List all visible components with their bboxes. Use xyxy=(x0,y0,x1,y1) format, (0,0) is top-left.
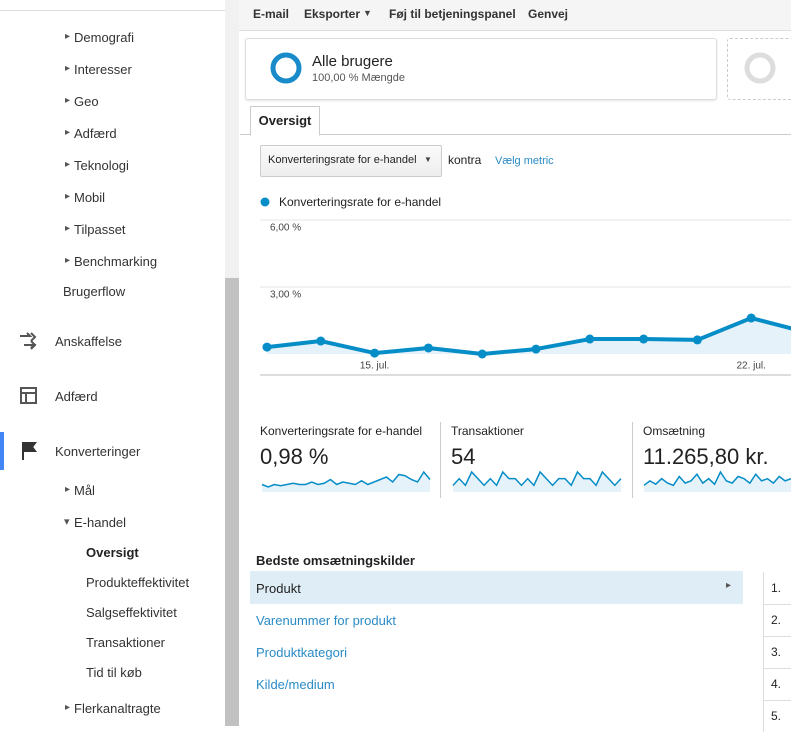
nav-item[interactable]: Tilpasset xyxy=(65,222,125,237)
nav-item[interactable]: Geo xyxy=(65,94,98,109)
sparkline-area xyxy=(453,472,621,492)
rank-rule xyxy=(763,604,791,605)
rank: 4. xyxy=(771,677,782,691)
sparkline xyxy=(261,470,431,488)
nav-item[interactable]: Interesser xyxy=(65,62,132,77)
nav-item[interactable]: Produkteffektivitet xyxy=(86,575,190,590)
toolbar-button[interactable]: E-mail xyxy=(253,7,290,21)
nav-item[interactable]: Transaktioner xyxy=(86,635,165,650)
x-tick-label: 15. jul. xyxy=(360,361,389,372)
choose-metric-link[interactable]: Vælg metric xyxy=(495,155,554,167)
rank-rule xyxy=(763,700,791,701)
segment-share: 100,00 % Mængde xyxy=(312,72,405,84)
conversions-icon xyxy=(22,442,37,460)
area xyxy=(267,318,791,354)
scorecard-label: Transaktioner xyxy=(451,424,524,438)
rank: 3. xyxy=(771,645,782,659)
row-arrow: ▸ xyxy=(726,580,732,591)
nav-item[interactable]: Brugerflow xyxy=(63,284,126,299)
sources-title: Bedste omsætningskilder xyxy=(256,553,415,568)
nav-item-active[interactable]: Oversigt xyxy=(86,545,139,560)
point xyxy=(639,334,649,344)
rank: 2. xyxy=(771,613,782,627)
source-item-selected[interactable]: Produkt xyxy=(256,581,301,596)
rank-column xyxy=(763,572,791,732)
source-link[interactable]: Produktkategori xyxy=(256,645,348,660)
toolbar-button[interactable]: Genvej xyxy=(528,7,569,21)
rank-rule xyxy=(763,636,791,637)
point xyxy=(477,349,487,359)
nav-section[interactable]: Adfærd xyxy=(55,389,98,404)
x-tick-label: 22. jul. xyxy=(736,361,765,372)
sparkline xyxy=(452,470,622,487)
point xyxy=(585,334,595,344)
point xyxy=(316,336,326,346)
scorecard-label: Omsætning xyxy=(643,424,706,438)
add-segment-donut xyxy=(744,52,776,84)
point xyxy=(370,348,380,358)
source-link[interactable]: Kilde/medium xyxy=(256,677,335,692)
sparkline-area xyxy=(262,472,430,492)
scorecard-value: 0,98 % xyxy=(260,444,329,469)
add-segment-card[interactable] xyxy=(727,38,791,100)
legend-label: Konverteringsrate for e-handel xyxy=(279,195,441,209)
metric-dropdown[interactable] xyxy=(260,145,442,177)
toolbar xyxy=(239,0,791,31)
scorecard-value: 11.265,80 kr. xyxy=(643,444,769,469)
versus-label: kontra xyxy=(448,153,482,167)
scorecard-divider xyxy=(632,422,633,498)
y-tick-label: 6,00 % xyxy=(270,223,301,234)
sidebar xyxy=(0,0,225,726)
legend-marker xyxy=(260,197,270,207)
rank: 5. xyxy=(771,709,782,723)
nav-item[interactable]: Tid til køb xyxy=(86,665,142,680)
acquisition-icon xyxy=(20,332,37,350)
point xyxy=(531,344,541,354)
point xyxy=(423,343,433,353)
segment-card[interactable] xyxy=(245,38,717,100)
selected-row xyxy=(250,571,743,604)
rank-rule xyxy=(763,668,791,669)
scorecard-divider xyxy=(440,422,441,498)
dropdown-caret: ▼ xyxy=(424,155,432,164)
segment-name: Alle brugere xyxy=(312,53,393,70)
nav-item[interactable]: Mobil xyxy=(65,190,105,205)
metric-dropdown-label: Konverteringsrate for e-handel xyxy=(268,154,417,166)
rank: 1. xyxy=(771,581,782,595)
nav-item[interactable]: Mål xyxy=(65,483,95,498)
nav-section[interactable]: Anskaffelse xyxy=(55,334,122,349)
nav-item[interactable]: Demografi xyxy=(65,30,134,45)
dropdown-caret: ▼ xyxy=(363,8,372,18)
tab[interactable]: Oversigt xyxy=(250,106,320,136)
scorecard-label: Konverteringsrate for e-handel xyxy=(260,424,423,438)
sparkline xyxy=(643,470,791,487)
nav-section[interactable]: Konverteringer xyxy=(55,444,141,459)
active-indicator xyxy=(0,432,4,470)
point xyxy=(692,335,702,345)
nav-item[interactable]: Teknologi xyxy=(65,158,129,173)
nav-item[interactable]: Adfærd xyxy=(65,126,117,141)
divider xyxy=(0,10,232,11)
source-link[interactable]: Varenummer for produkt xyxy=(256,613,396,628)
nav-item[interactable]: Salgseffektivitet xyxy=(86,605,177,620)
scorecard-value: 54 xyxy=(451,444,476,469)
nav-item[interactable]: E-handel xyxy=(64,515,126,530)
y-tick-label: 3,00 % xyxy=(270,290,301,301)
behavior-icon xyxy=(20,387,37,404)
nav-item[interactable]: Benchmarking xyxy=(65,254,157,269)
nav-item[interactable]: Flerkanaltragte xyxy=(65,701,161,716)
scrollbar-thumb xyxy=(225,278,239,726)
tab-rule xyxy=(240,134,791,135)
toolbar-button[interactable]: Eksporter xyxy=(304,7,361,21)
toolbar-button[interactable]: Føj til betjeningspanel xyxy=(389,7,516,21)
point xyxy=(746,313,756,323)
segment-donut xyxy=(270,52,302,84)
point xyxy=(262,342,272,352)
